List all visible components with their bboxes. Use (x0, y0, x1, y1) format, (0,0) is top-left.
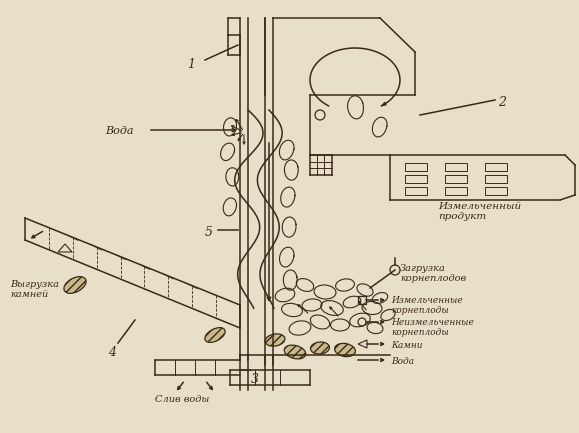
Text: Вода: Вода (391, 357, 414, 366)
Bar (445, 163, 467, 171)
Text: Загрузка
корнеплодов: Загрузка корнеплодов (400, 264, 466, 284)
Ellipse shape (205, 328, 225, 343)
Bar (485, 187, 507, 195)
Text: Неизмельченные
корнеплоды: Неизмельченные корнеплоды (391, 318, 474, 337)
Text: 1: 1 (187, 58, 195, 71)
Text: Вода: Вода (105, 126, 134, 136)
Text: Слив воды: Слив воды (155, 395, 210, 404)
Bar (358, 296, 366, 304)
Bar (405, 187, 427, 195)
Bar (405, 163, 427, 171)
Text: 4: 4 (108, 346, 116, 359)
Text: Выгрузка
камней: Выгрузка камней (10, 280, 59, 299)
Ellipse shape (335, 343, 356, 357)
Bar (485, 175, 507, 183)
Text: 5: 5 (205, 226, 213, 239)
Text: Камни: Камни (391, 341, 423, 350)
Ellipse shape (265, 334, 285, 346)
Text: Измельченные
корнеплоды: Измельченные корнеплоды (391, 296, 463, 315)
Bar (445, 175, 467, 183)
Bar (445, 187, 467, 195)
Ellipse shape (310, 342, 329, 354)
Text: Измельченный
продукт: Измельченный продукт (438, 202, 521, 221)
Ellipse shape (64, 277, 86, 294)
Bar (405, 175, 427, 183)
Text: 2: 2 (498, 96, 506, 109)
Text: 3: 3 (251, 373, 259, 386)
Bar (485, 163, 507, 171)
Ellipse shape (284, 345, 306, 359)
